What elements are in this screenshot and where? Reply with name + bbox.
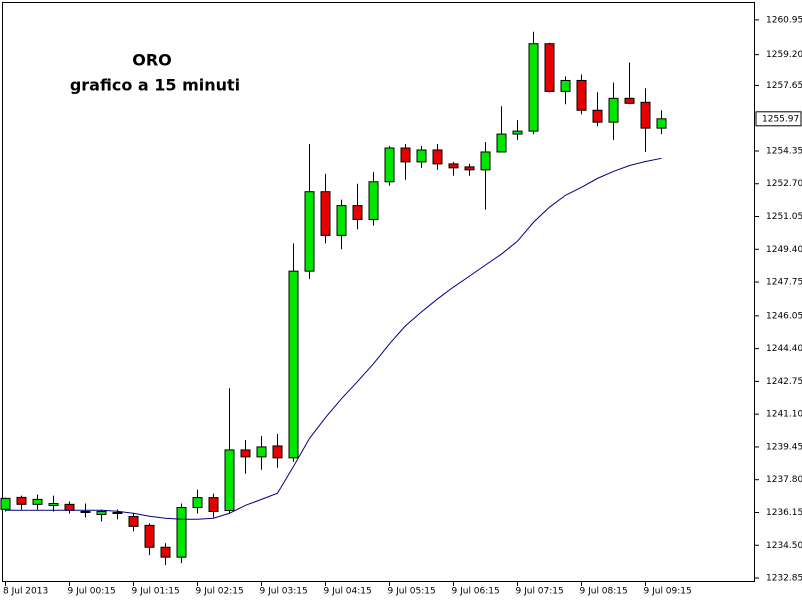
y-tick-label: 1234.50	[766, 541, 802, 551]
candle-body	[240, 449, 251, 458]
candle-body	[464, 166, 475, 171]
candle-body	[304, 191, 315, 272]
moving-average	[5, 157, 662, 520]
y-tick-label: 1241.10	[766, 410, 802, 420]
y-tick-label: 1251.05	[766, 212, 802, 222]
y-tick-label: 1246.05	[766, 311, 802, 321]
chart-title: ORO	[132, 51, 172, 70]
y-tick-label: 1257.65	[766, 81, 802, 91]
x-tick-label: 9 Jul 08:15	[580, 587, 628, 597]
candle-body	[192, 497, 203, 509]
candle-body	[128, 515, 139, 527]
candle-body	[496, 133, 507, 153]
x-tick-label: 9 Jul 07:15	[516, 587, 564, 597]
candle-body	[336, 205, 347, 236]
candle-body	[528, 43, 539, 132]
y-tick-label: 1259.20	[766, 50, 802, 60]
candle-body	[256, 446, 267, 458]
candle-body	[48, 503, 59, 507]
candle-body	[320, 191, 331, 236]
y-tick-label: 1242.75	[766, 377, 802, 387]
x-tick-label: 9 Jul 04:15	[324, 587, 372, 597]
candle-body	[16, 496, 27, 505]
candle-body	[368, 181, 379, 220]
last-price-label: 1255.97	[762, 114, 799, 124]
candle-body	[400, 147, 411, 163]
plot-frame	[2, 2, 755, 582]
x-tick-label: 9 Jul 05:15	[388, 587, 436, 597]
x-tick-label: 9 Jul 02:15	[196, 587, 244, 597]
candle-body	[560, 79, 571, 92]
candle-body	[352, 205, 363, 220]
y-tick-label: 1232.85	[766, 574, 802, 584]
last-price-box	[755, 111, 802, 127]
chart-subtitle: grafico a 15 minuti	[70, 76, 240, 95]
x-tick-label: 9 Jul 09:15	[644, 587, 692, 597]
candle-body	[0, 497, 11, 510]
y-tick-label: 1249.40	[766, 245, 802, 255]
candle-body	[80, 510, 91, 513]
candle-body	[432, 149, 443, 165]
candle-body	[544, 43, 555, 92]
candle-body	[32, 498, 43, 505]
candle-body	[592, 109, 603, 123]
candle-body	[144, 524, 155, 548]
candle-body	[416, 149, 427, 163]
candle-body	[480, 151, 491, 171]
candle-body	[112, 511, 123, 514]
candle-body	[176, 507, 187, 558]
y-tick-label: 1244.40	[766, 344, 802, 354]
x-tick-label: 9 Jul 01:15	[132, 587, 180, 597]
candle-body	[384, 147, 395, 183]
candle-body	[624, 97, 635, 104]
x-tick-label: 9 Jul 03:15	[260, 587, 308, 597]
candle-body	[656, 118, 667, 129]
y-tick-label: 1254.35	[766, 146, 802, 156]
candle-body	[288, 270, 299, 459]
y-tick-label: 1260.95	[766, 15, 802, 25]
candle-body	[208, 497, 219, 512]
candle-body	[608, 97, 619, 123]
candle-body	[160, 546, 171, 558]
candle-body	[576, 79, 587, 111]
candle-body	[640, 101, 651, 129]
candle-body	[64, 503, 75, 511]
candle-body	[272, 445, 283, 459]
x-tick-label: 9 Jul 06:15	[452, 587, 500, 597]
x-tick-label: 9 Jul 00:15	[68, 587, 116, 597]
y-tick-label: 1237.80	[766, 475, 802, 485]
candle-body	[448, 163, 459, 169]
y-tick-label: 1239.45	[766, 442, 802, 452]
y-tick-label: 1236.15	[766, 508, 802, 518]
candle-body	[224, 449, 235, 511]
y-tick-label: 1247.75	[766, 278, 802, 288]
candle-body	[96, 510, 107, 515]
y-tick-label: 1252.70	[766, 179, 802, 189]
x-tick-label: 8 Jul 2013	[3, 587, 48, 597]
candle-body	[512, 130, 523, 135]
